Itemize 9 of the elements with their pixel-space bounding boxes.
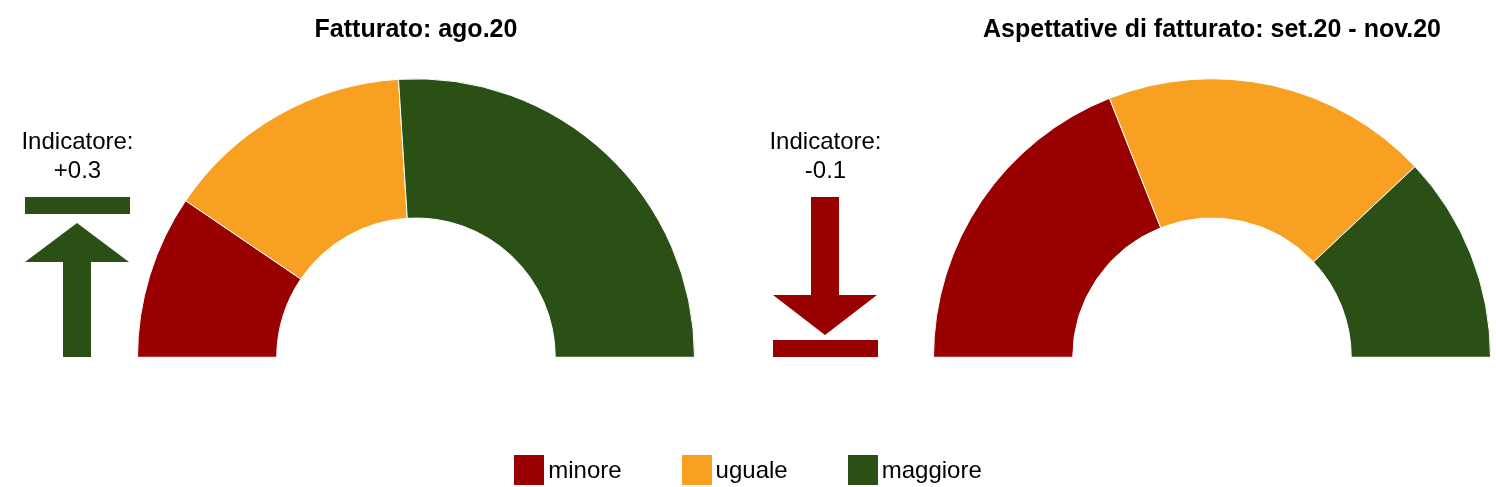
chart-title: Aspettative di fatturato: set.20 - nov.20 (982, 14, 1442, 43)
chart-title: Fatturato: ago.20 (313, 14, 519, 43)
text: Indicatore: (768, 126, 883, 155)
legend-label: uguale (715, 456, 788, 484)
text: Indicatore: (20, 126, 135, 155)
legend-label: minore (548, 456, 622, 484)
text: +0.3 (52, 155, 103, 184)
text: -0.1 (803, 155, 848, 184)
legend-label: maggiore (881, 456, 982, 484)
